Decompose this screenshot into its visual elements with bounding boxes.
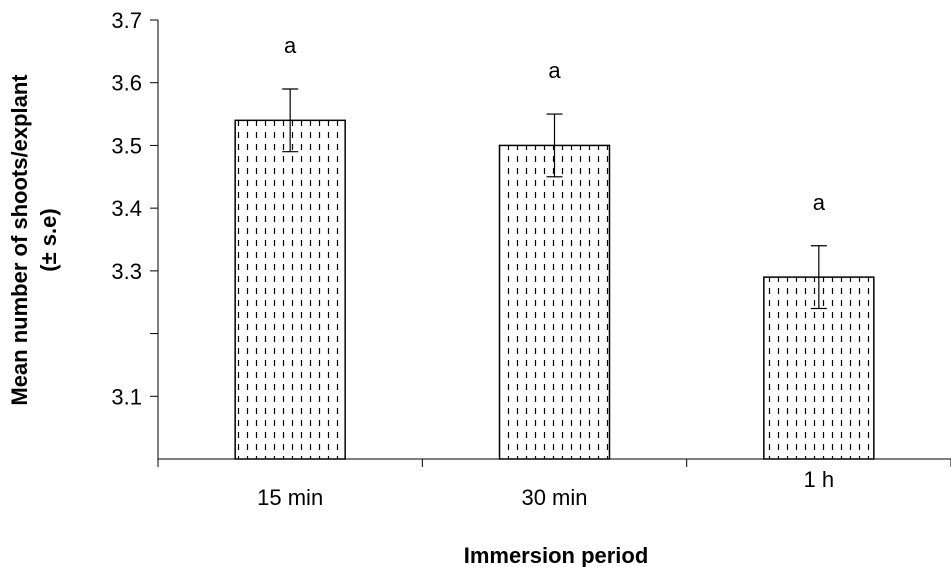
y-tick-label: 3.7 <box>111 8 142 33</box>
y-axis: 3.1 3.3 3.4 3.5 3.6 3.7 <box>111 8 158 459</box>
significance-label: a <box>548 58 561 83</box>
y-tick-label: 3.3 <box>111 259 142 284</box>
significance-label: a <box>284 33 297 58</box>
x-axis-title: Immersion period <box>464 543 649 567</box>
y-tick-label: 3.1 <box>111 384 142 409</box>
y-axis-title-line-2: (± s.e) <box>36 208 61 271</box>
bars: a a a <box>235 33 874 459</box>
bar <box>500 145 610 459</box>
x-tick-label: 15 min <box>257 485 323 510</box>
y-axis-title: Mean number of shoots/explant (± s.e) <box>7 74 61 406</box>
x-tick-label: 30 min <box>521 485 587 510</box>
y-tick-label: 3.6 <box>111 71 142 96</box>
y-tick-label: 3.4 <box>111 196 142 221</box>
bar <box>235 120 345 459</box>
x-axis: 15 min 30 min 1 h <box>158 459 951 510</box>
y-axis-title-line-1: Mean number of shoots/explant <box>7 74 32 406</box>
significance-label: a <box>813 190 826 215</box>
y-tick-label: 3.5 <box>111 133 142 158</box>
x-tick-label: 1 h <box>804 467 835 492</box>
